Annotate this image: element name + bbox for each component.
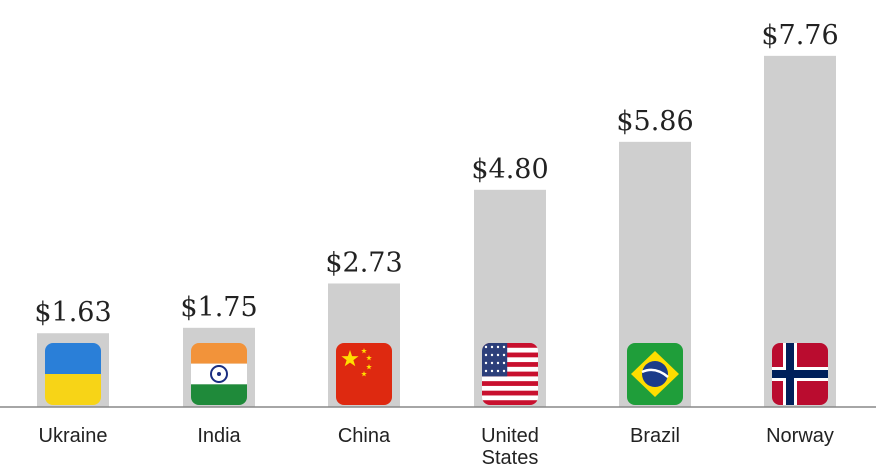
- value-label: $2.73: [325, 247, 402, 278]
- category-label: United States: [481, 425, 539, 464]
- flag-china-icon: [336, 343, 392, 405]
- bar-group-4: $5.86 Brazil: [616, 106, 693, 447]
- bar-group-5: $7.76 Norway: [761, 20, 838, 447]
- value-label: $5.86: [616, 106, 693, 137]
- flag-india-icon: [191, 343, 247, 405]
- category-label: China: [338, 425, 391, 447]
- value-label: $1.63: [34, 297, 111, 328]
- value-label: $7.76: [761, 20, 838, 51]
- value-label: $1.75: [180, 292, 257, 323]
- bar-group-1: $1.75 India: [180, 292, 257, 447]
- category-label: India: [197, 425, 241, 447]
- category-label: Norway: [766, 425, 834, 447]
- flag-brazil-icon: [627, 343, 683, 405]
- flag-norway-icon: [772, 343, 828, 405]
- flag-ukraine-icon: [45, 343, 101, 405]
- flag-united-states-icon: [482, 343, 538, 405]
- category-label: Ukraine: [39, 425, 108, 447]
- bar-group-2: $2.73 China: [325, 247, 402, 447]
- bar-group-0: $1.63 Ukraine: [34, 297, 111, 447]
- value-label: $4.80: [471, 154, 548, 185]
- category-label: Brazil: [630, 425, 680, 447]
- bar-group-3: $4.80 United States: [471, 154, 548, 464]
